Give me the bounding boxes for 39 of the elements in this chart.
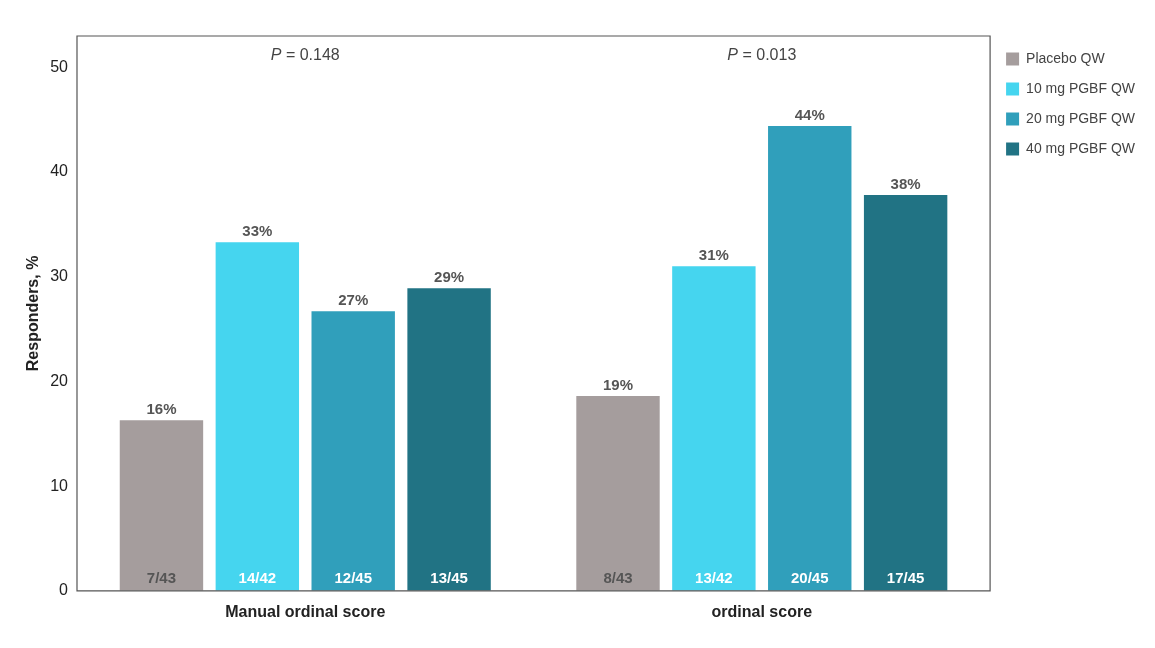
- bar: [119, 420, 204, 591]
- data-label: 44%: [794, 105, 825, 123]
- data-label: 31%: [698, 245, 729, 263]
- data-label: 16%: [146, 399, 177, 417]
- y-axis-title: Responders, %: [24, 255, 42, 372]
- annotation: 13/45: [430, 569, 468, 587]
- legend-label: 10 mg PGBF QW: [1026, 79, 1136, 96]
- bar: [311, 311, 395, 591]
- bar: [576, 396, 660, 591]
- annotation: P = 0.148: [270, 46, 340, 64]
- data-label: 33%: [242, 221, 273, 239]
- y-tick-label: 30: [50, 267, 69, 285]
- y-tick-label: 20: [50, 371, 69, 389]
- bar: [768, 126, 852, 591]
- y-tick-label: 0: [59, 581, 69, 599]
- annotation: 8/43: [603, 569, 633, 587]
- data-label: 19%: [602, 375, 634, 393]
- bar: [407, 288, 491, 591]
- bar: [863, 195, 948, 591]
- legend-label: 20 mg PGBF QW: [1026, 109, 1136, 126]
- annotation: 13/42: [695, 569, 733, 587]
- annotation: 12/45: [334, 569, 372, 587]
- annotation: 7/43: [146, 569, 177, 587]
- annotation: 14/42: [238, 569, 277, 587]
- annotation: P = 0.013: [727, 46, 797, 64]
- legend-label: 40 mg PGBF QW: [1026, 139, 1136, 156]
- data-label: 38%: [890, 174, 921, 192]
- y-tick-label: 10: [50, 476, 69, 494]
- bar: [672, 266, 756, 591]
- x-tick-label: Manual ordinal score: [225, 602, 386, 620]
- data-label: 27%: [338, 290, 369, 308]
- data-label: 29%: [434, 267, 465, 285]
- annotation: 20/45: [790, 569, 829, 587]
- y-tick-label: 50: [50, 57, 69, 75]
- legend-label: Placebo QW: [1026, 49, 1106, 66]
- annotation: 17/45: [886, 569, 925, 587]
- y-tick-label: 40: [50, 162, 69, 180]
- x-tick-label: ordinal score: [711, 602, 813, 620]
- bar: [215, 242, 300, 591]
